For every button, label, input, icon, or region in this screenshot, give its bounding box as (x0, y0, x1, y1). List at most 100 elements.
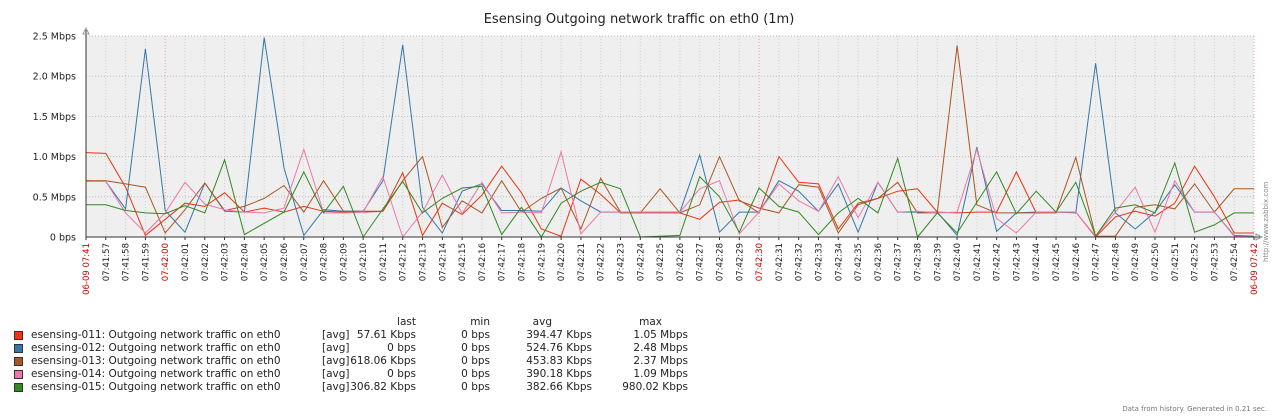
x-tick-label: 07:42:33 (814, 243, 824, 281)
x-tick-label: 07:42:25 (656, 243, 666, 281)
legend-max-value: 2.37 Mbps (633, 355, 688, 367)
x-tick-label: 07:42:15 (458, 243, 468, 281)
footer-note: Data from history. Generated in 0.21 sec… (1122, 405, 1267, 413)
x-tick-label: 07:42:09 (339, 243, 349, 281)
x-tick-label: 07:42:28 (715, 243, 725, 281)
x-tick-label: 07:41:58 (122, 243, 132, 281)
x-tick-label: 07:42:31 (775, 243, 785, 281)
legend-avg-value: 394.47 Kbps (526, 329, 592, 341)
axes (82, 26, 1264, 241)
legend-swatch (14, 370, 23, 379)
x-tick-label: 07:42:50 (1151, 243, 1161, 281)
x-tick-label: 07:42:16 (478, 243, 488, 281)
legend-max-value: 2.48 Mbps (633, 342, 688, 354)
series-lines (85, 37, 1255, 239)
x-tick-label: 07:42:14 (438, 243, 448, 281)
x-tick-label: 07:42:37 (894, 243, 904, 281)
x-tick-label: 07:42:42 (993, 243, 1003, 281)
legend-function: [avg] (322, 329, 350, 341)
x-tick-label: 07:42:38 (913, 243, 923, 281)
y-tick-label: 1.0 Mbps (33, 152, 76, 163)
legend-swatch (14, 331, 23, 340)
y-tick-label: 2.0 Mbps (33, 72, 76, 83)
x-tick-label: 07:42:01 (181, 243, 191, 281)
x-tick-label: 07:42:46 (1072, 243, 1082, 281)
legend-avg-value: 453.83 Kbps (526, 355, 592, 367)
x-tick-label: 07:42:18 (518, 243, 528, 281)
legend-swatch (14, 344, 23, 353)
x-tick-label: 07:42:07 (300, 243, 310, 281)
legend-last-value: 306.82 Kbps (350, 381, 416, 393)
legend-min-value: 0 bps (461, 342, 490, 354)
x-tick-label: 06-09 07:42 (1250, 243, 1260, 295)
x-tick-label: 07:42:36 (874, 243, 884, 281)
legend-last-value: 0 bps (387, 342, 416, 354)
legend-max-value: 980.02 Kbps (622, 381, 688, 393)
x-tick-label: 07:42:20 (557, 243, 567, 281)
y-tick-label: 1.5 Mbps (33, 112, 76, 123)
x-tick-label: 07:42:10 (359, 243, 369, 281)
x-tick-label: 07:42:13 (419, 243, 429, 281)
legend-last-value: 57.61 Kbps (356, 329, 416, 341)
x-tick-label: 06-09 07:41 (82, 243, 92, 295)
x-tick-label: 07:42:41 (973, 243, 983, 281)
x-tick-label: 07:41:59 (141, 243, 151, 281)
x-tick-label: 07:42:08 (320, 243, 330, 281)
x-tick-label: 07:42:51 (1171, 243, 1181, 281)
x-tick-label: 07:42:40 (953, 243, 963, 281)
x-tick-label: 07:42:43 (1012, 243, 1022, 281)
x-tick-label: 07:42:05 (260, 243, 270, 281)
x-tick-label: 07:42:04 (240, 243, 250, 281)
x-tick-label: 07:42:29 (735, 243, 745, 281)
x-tick-label: 07:41:57 (102, 243, 112, 281)
legend-max-value: 1.05 Mbps (633, 329, 688, 341)
legend-avg-value: 382.66 Kbps (526, 381, 592, 393)
legend-header-avg: avg (532, 316, 552, 328)
x-tick-label: 07:42:34 (834, 243, 844, 281)
x-tick-label: 07:42:39 (933, 243, 943, 281)
y-tick-label: 0 bps (50, 233, 76, 244)
x-tick-label: 07:42:12 (399, 243, 409, 281)
x-tick-label: 07:42:24 (636, 243, 646, 281)
legend-max-value: 1.09 Mbps (633, 368, 688, 380)
x-tick-label: 07:42:47 (1092, 243, 1102, 281)
x-tick-label: 07:42:54 (1230, 243, 1240, 281)
legend-function: [avg] (322, 342, 350, 354)
x-tick-label: 07:42:19 (537, 243, 547, 281)
legend-function: [avg] (322, 368, 350, 380)
x-axis: 06-09 07:41 07:41:57 07:41:58 07:41:59 07:42… (82, 237, 1260, 295)
legend-header-last: last (397, 316, 416, 328)
series-line (86, 156, 1254, 239)
x-tick-label: 07:42:11 (379, 243, 389, 281)
legend-series-name: esensing-011: Outgoing network traffic o… (31, 329, 281, 341)
legend-min-value: 0 bps (461, 329, 490, 341)
legend-series-name: esensing-015: Outgoing network traffic o… (31, 381, 281, 393)
x-tick-label: 07:42:44 (1032, 243, 1042, 281)
series-line (86, 45, 1254, 237)
legend-min-value: 0 bps (461, 368, 490, 380)
legend-series-name: esensing-013: Outgoing network traffic o… (31, 355, 281, 367)
legend-last-value: 618.06 Kbps (350, 355, 416, 367)
legend-min-value: 0 bps (461, 355, 490, 367)
y-axis-arrow (82, 26, 90, 35)
x-tick-label: 07:42:30 (755, 243, 765, 281)
series-line (86, 147, 1255, 239)
x-tick-label: 07:42:06 (280, 243, 290, 281)
zabbix-url: http://www.zabbix.com (1262, 181, 1270, 262)
legend-function: [avg] (322, 355, 350, 367)
legend-avg-value: 524.76 Kbps (526, 342, 592, 354)
legend-series-name: esensing-012: Outgoing network traffic o… (31, 342, 281, 354)
y-tick-label: 0.5 Mbps (33, 192, 76, 203)
x-tick-label: 07:42:23 (617, 243, 627, 281)
x-tick-label: 07:42:35 (854, 243, 864, 281)
legend-header-max: max (639, 316, 662, 328)
x-tick-label: 07:42:22 (597, 243, 607, 281)
y-tick-label: 2.5 Mbps (33, 32, 76, 43)
legend-function: [avg] (322, 381, 350, 393)
legend-series-name: esensing-014: Outgoing network traffic o… (31, 368, 281, 380)
x-tick-label: 07:42:53 (1210, 243, 1220, 281)
x-tick-label: 07:42:03 (221, 243, 231, 281)
y-axis: 0 bps 0.5 Mbps 1.0 Mbps 1.5 Mbps 2.0 Mbps 2.5… (33, 32, 76, 244)
x-tick-label: 07:42:02 (201, 243, 211, 281)
